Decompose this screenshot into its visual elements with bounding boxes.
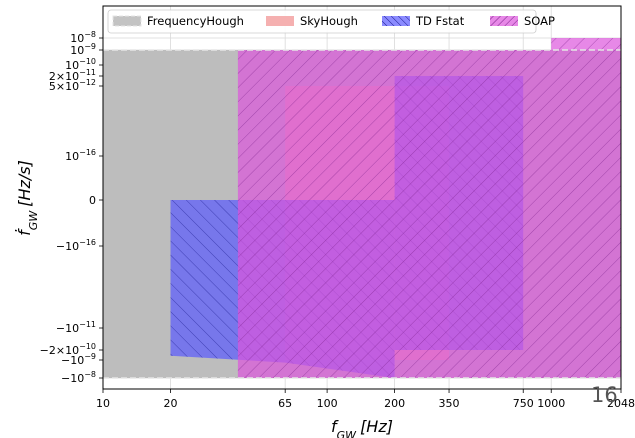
legend-label-soap: SOAP bbox=[524, 14, 555, 28]
y-tick-label: 10−8 bbox=[70, 30, 96, 45]
y-tick-label: 10−9 bbox=[70, 42, 96, 57]
x-tick-label: 2048 bbox=[607, 397, 635, 410]
legend-label-frequencyhough: FrequencyHough bbox=[147, 14, 244, 28]
x-tick-label: 65 bbox=[278, 397, 292, 410]
y-axis-label: ḟGW[Hz/s] bbox=[15, 160, 40, 236]
x-axis-label: fGW [Hz] bbox=[331, 417, 393, 438]
x-tick-label: 200 bbox=[384, 397, 405, 410]
y-tick-label: −10−16 bbox=[56, 238, 96, 253]
y-tick-label: 5×10−12 bbox=[49, 78, 96, 93]
y-tick-label: 2×10−11 bbox=[49, 68, 96, 83]
y-tick-label: −10−11 bbox=[56, 320, 96, 335]
page-number: 16 bbox=[591, 383, 618, 407]
y-tick-label: 0 bbox=[89, 194, 96, 207]
x-axis-ticks: 10 20 65 100 200 350 750 1000 2048 bbox=[96, 389, 635, 410]
x-tick-label: 350 bbox=[439, 397, 460, 410]
y-tick-label: 10−10 bbox=[65, 57, 96, 72]
legend-dash-frequencyhough bbox=[112, 15, 142, 27]
legend-hatch-td-fstat bbox=[382, 16, 410, 26]
legend-hatch-soap bbox=[490, 16, 518, 26]
legend-label-skyhough: SkyHough bbox=[300, 14, 358, 28]
plot-regions bbox=[103, 38, 621, 379]
y-tick-label: −2×10−10 bbox=[40, 342, 96, 357]
legend-swatch-skyhough bbox=[266, 16, 294, 26]
y-tick-label: −10−9 bbox=[61, 352, 96, 367]
plot-frame bbox=[102, 5, 622, 390]
x-tick-label: 10 bbox=[96, 397, 110, 410]
y-tick-label: −10−8 bbox=[61, 370, 96, 385]
x-tick-label: 20 bbox=[163, 397, 177, 410]
legend: FrequencyHough SkyHough TD Fstat SOAP bbox=[107, 9, 555, 34]
legend-box bbox=[107, 9, 537, 34]
hatch-soap bbox=[237, 50, 621, 378]
hatch-soap bbox=[551, 38, 621, 50]
x-tick-label: 100 bbox=[317, 397, 338, 410]
y-tick-label: 10−16 bbox=[65, 148, 96, 163]
x-tick-label: 1000 bbox=[537, 397, 565, 410]
x-tick-label: 750 bbox=[513, 397, 534, 410]
legend-swatch-frequencyhough bbox=[113, 16, 141, 26]
legend-label-td-fstat: TD Fstat bbox=[415, 14, 465, 28]
y-axis-ticks: 10−810−910−102×10−115×10−12 10−16 0 −10−16 −… bbox=[40, 30, 103, 385]
